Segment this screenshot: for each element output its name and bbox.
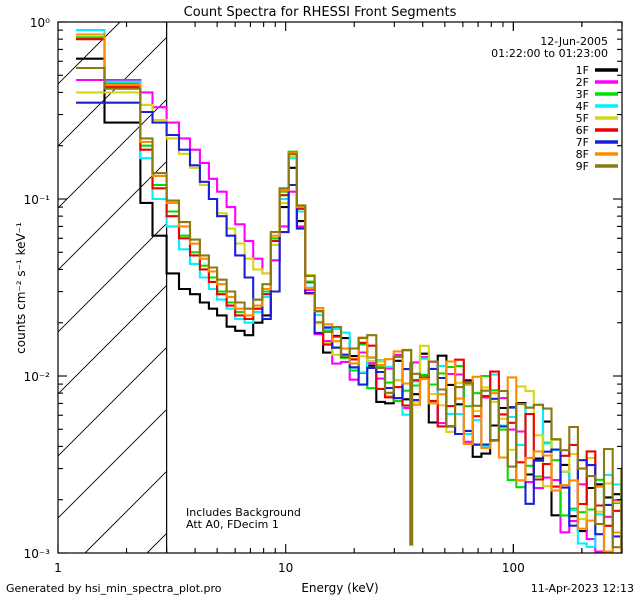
legend-date: 12-Jun-2005 <box>540 35 608 48</box>
spectra-curves <box>76 29 622 553</box>
legend-label-1f: 1F <box>576 64 589 77</box>
legend-label-4f: 4F <box>576 100 589 113</box>
legend-label-7f: 7F <box>576 136 589 149</box>
y-tick-label: 10⁻² <box>24 370 51 384</box>
plot-frame <box>57 21 623 554</box>
page-title: Count Spectra for RHESSI Front Segments <box>184 5 457 20</box>
y-tick-label: 10⁻³ <box>24 547 51 561</box>
footer-generator: Generated by hsi_min_spectra_plot.pro <box>6 582 222 595</box>
axis-tick-labels: 1 10 100 10⁰ 10⁻¹ 10⁻² 10⁻³ <box>24 16 525 575</box>
annotation-attenuator: Att A0, FDecim 1 <box>186 518 279 531</box>
annotation-includes-background: Includes Background <box>186 506 301 519</box>
legend-label-9f: 9F <box>576 160 589 173</box>
x-tick-label: 100 <box>502 561 525 575</box>
legend: 12-Jun-2005 01:22:00 to 01:23:00 1F2F3F4… <box>491 35 618 173</box>
legend-label-2f: 2F <box>576 76 589 89</box>
legend-time-range: 01:22:00 to 01:23:00 <box>491 47 608 60</box>
x-tick-label: 1 <box>54 561 62 575</box>
y-tick-label: 10⁻¹ <box>24 193 51 207</box>
legend-label-3f: 3F <box>576 88 589 101</box>
footer-datestamp: 11-Apr-2023 12:13 <box>531 582 634 595</box>
legend-label-8f: 8F <box>576 148 589 161</box>
x-tick-label: 10 <box>278 561 293 575</box>
y-axis-label: counts cm⁻² s⁻¹ keV⁻¹ <box>14 222 28 354</box>
legend-label-5f: 5F <box>576 112 589 125</box>
x-axis-label: Energy (keV) <box>301 581 378 595</box>
axis-ticks <box>57 21 623 554</box>
legend-label-6f: 6F <box>576 124 589 137</box>
y-tick-label: 10⁰ <box>30 16 50 30</box>
